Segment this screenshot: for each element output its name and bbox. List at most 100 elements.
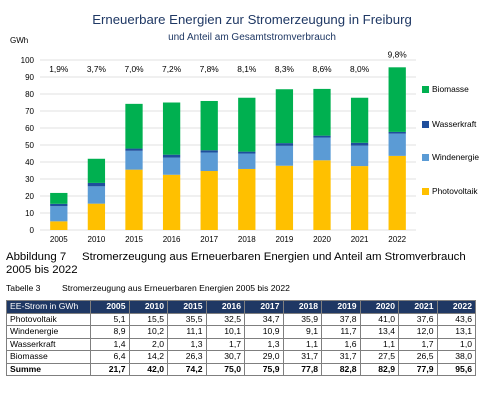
bar-segment	[238, 153, 256, 169]
table-header-cell: EE-Strom in GWh	[6, 300, 91, 314]
figure-caption-number: Abbildung 7	[6, 251, 67, 263]
table-row: Wasserkraft 1,4 2,0 1,3 1,7 1,3 1,1 1,6 …	[6, 337, 476, 351]
bar-segment	[87, 186, 106, 204]
bar-segment	[313, 88, 331, 136]
bar-segment	[238, 151, 256, 154]
table-cell: 29,0	[244, 350, 284, 364]
y-tick-label: 0	[30, 226, 35, 235]
data-table: EE-Strom in GWh 2005 2010 2015 2016 2017…	[6, 300, 476, 376]
table-cell: 1,4	[90, 337, 130, 351]
bar-segment	[350, 97, 369, 143]
figure-caption: Abbildung 7 Stromerzeugung aus Erneuerbar…	[6, 251, 494, 277]
legend-swatch	[422, 86, 429, 93]
y-tick-label: 30	[25, 175, 34, 184]
share-label: 8,6%	[312, 64, 332, 74]
share-labels: 1,9% 3,7% 7,0% 7,2% 7,8% 8,1% 8,3% 8,6% 8,0% 9,8%	[49, 49, 407, 74]
table-cell: 32,5	[205, 312, 245, 326]
legend-swatch	[422, 154, 429, 161]
table-caption: Tabelle 3 Stromerzeugung aus Erneuerbaren…	[6, 283, 494, 293]
table-header-cell: 2010	[128, 300, 168, 314]
table-cell: 14,2	[128, 350, 168, 364]
table-row: Windenergie 8,9 10,2 11,1 10,1 10,9 9,1 …	[6, 325, 476, 339]
table-cell: 43,6	[436, 312, 476, 326]
table-sum-row: Summe 21,7 42,0 74,2 75,0 75,9 77,8 82,8…	[6, 362, 476, 376]
bar-segment	[388, 131, 406, 134]
table-cell: 1,6	[321, 337, 361, 351]
x-tick-label: 2018	[238, 235, 256, 244]
bar-segment	[50, 221, 68, 230]
bar-segment	[87, 203, 106, 230]
legend-label: Photovoltaik	[432, 186, 478, 196]
bar-segment	[200, 150, 218, 153]
bar-segment	[87, 158, 106, 183]
y-axis-label: GWh	[10, 36, 28, 45]
bar-segment	[200, 152, 218, 172]
table-header-cell: 2016	[205, 300, 245, 314]
table-cell: 6,4	[90, 350, 130, 364]
share-label: 7,8%	[200, 64, 220, 74]
bar-segment	[388, 155, 406, 230]
x-tick-label: 2022	[388, 235, 406, 244]
share-label: 8,3%	[275, 64, 295, 74]
table-cell: 12,0	[398, 325, 438, 339]
bar-segment	[162, 154, 181, 158]
table-caption-number: Tabelle 3	[6, 283, 41, 293]
bar-segment	[125, 150, 143, 170]
table-cell: 9,1	[282, 325, 322, 339]
table-cell: 82,8	[321, 362, 361, 376]
table-cell: 1,3	[244, 337, 284, 351]
bar-segment	[275, 89, 294, 144]
share-label: 9,8%	[388, 49, 408, 59]
chart-title: Erneuerbare Energien zur Stromerzeugung …	[92, 12, 412, 27]
bar-segment	[125, 103, 143, 149]
bar-segment	[125, 169, 143, 230]
table-header-cell: 2017	[244, 300, 284, 314]
table-cell: 26,5	[398, 350, 438, 364]
share-label: 3,7%	[87, 64, 107, 74]
table-cell: 34,7	[244, 312, 284, 326]
table-cell: 31,7	[321, 350, 361, 364]
table-cell: 1,1	[359, 337, 399, 351]
bar-segment	[275, 145, 294, 166]
bar-segment	[388, 67, 406, 132]
table-caption-text: Stromerzeugung aus Erneuerbaren Energien…	[62, 283, 290, 293]
bar-segment	[388, 133, 406, 156]
share-label: 8,1%	[237, 64, 257, 74]
x-tick-label: 2015	[125, 235, 143, 244]
table-cell: 1,3	[167, 337, 207, 351]
legend: Biomasse Wasserkraft Windenergie Photovolta…	[422, 84, 479, 196]
y-tick-label: 70	[25, 107, 34, 116]
y-tick-label: 40	[25, 158, 34, 167]
table-cell: Photovoltaik	[6, 312, 91, 326]
table-header-cell: 2021	[398, 300, 438, 314]
table-cell: 13,1	[436, 325, 476, 339]
bar-segment	[313, 135, 331, 138]
table-cell: 75,9	[244, 362, 284, 376]
table-cell: 82,9	[359, 362, 399, 376]
bar-segment	[313, 160, 331, 230]
table-cell: 30,7	[205, 350, 245, 364]
table-cell: 10,1	[205, 325, 245, 339]
table-cell: 11,1	[167, 325, 207, 339]
y-tick-label: 90	[25, 73, 34, 82]
share-label: 1,9%	[49, 64, 69, 74]
table-header-row: EE-Strom in GWh 2005 2010 2015 2016 2017…	[6, 300, 476, 314]
table-cell: 38,0	[436, 350, 476, 364]
table-cell: 21,7	[90, 362, 130, 376]
bar-segment	[350, 166, 369, 230]
x-tick-label: 2019	[276, 235, 294, 244]
bar-segment	[238, 97, 256, 152]
bars	[50, 67, 406, 230]
bar-segment	[238, 168, 256, 230]
table-cell: 5,1	[90, 312, 130, 326]
bar-segment	[162, 174, 181, 230]
table-cell: 95,6	[436, 362, 476, 376]
x-tick-label: 2005	[50, 235, 68, 244]
bar-segment	[162, 157, 181, 175]
bar-segment	[275, 165, 294, 230]
table-row: Photovoltaik 5,1 15,5 35,5 32,5 34,7 35,…	[6, 312, 476, 326]
table-cell: 1,7	[398, 337, 438, 351]
table-cell: 1,0	[436, 337, 476, 351]
y-tick-label: 20	[25, 192, 34, 201]
share-label: 7,2%	[162, 64, 182, 74]
